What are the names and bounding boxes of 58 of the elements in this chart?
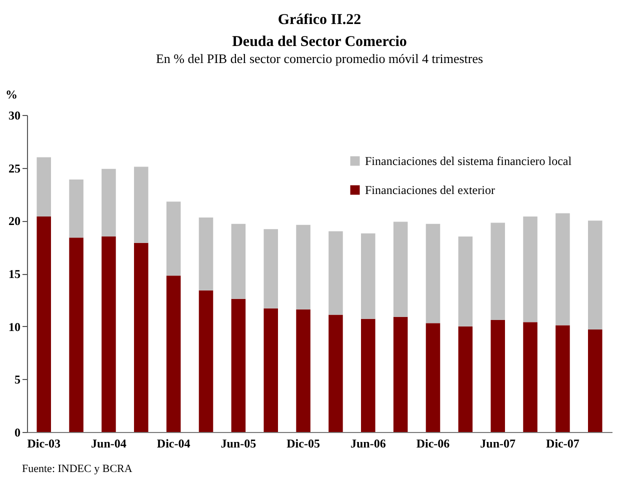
x-tick-label: Dic-03 [27, 436, 61, 450]
y-axis-title: % [6, 88, 18, 102]
legend-label: Financiaciones del sistema financiero local [365, 154, 572, 168]
x-tick-label: Dic-06 [416, 436, 450, 450]
source-note: Fuente: INDEC y BCRA [21, 463, 134, 475]
bar [134, 166, 148, 243]
y-tick-label: 20 [8, 214, 20, 228]
bar [523, 322, 538, 432]
bar [393, 222, 408, 317]
bar [426, 323, 440, 432]
x-tick-label: Jun-07 [480, 436, 516, 450]
bar [69, 179, 84, 238]
x-tick-label: Jun-05 [220, 436, 256, 450]
bar [490, 222, 505, 320]
bar [36, 157, 51, 216]
bar [458, 326, 473, 432]
bar [523, 216, 538, 322]
bar [588, 220, 602, 330]
bar [69, 238, 84, 432]
legend-label: Financiaciones del exterior [365, 183, 495, 197]
bar [231, 298, 246, 432]
bar [102, 168, 116, 237]
bar [556, 325, 570, 432]
y-tick-label: 15 [8, 267, 20, 281]
bar [166, 276, 181, 432]
bar [264, 308, 278, 432]
bar [166, 202, 181, 276]
x-tick-label: Jun-06 [350, 436, 386, 450]
bar [264, 229, 278, 308]
bar [361, 233, 376, 319]
bar [231, 224, 246, 299]
chart-title: Gráfico II.22 Deuda del Sector Comercio [232, 12, 407, 50]
bar [328, 231, 343, 315]
bar [198, 217, 214, 290]
bar [426, 224, 440, 324]
bar [296, 224, 310, 310]
x-tick-label: Jun-04 [91, 436, 126, 450]
bar [361, 318, 376, 432]
bar [556, 213, 570, 326]
x-tick-label: Dic-07 [546, 436, 580, 450]
bar [198, 290, 214, 432]
x-tick-label: Dic-04 [156, 436, 190, 450]
y-tick-label: 5 [14, 372, 20, 387]
y-tick-label: 25 [8, 161, 20, 176]
bar [36, 216, 51, 432]
chart-subtitle: En % del PIB del sector comercio promedio móvil 4 trimestres [156, 51, 484, 66]
bar [102, 236, 116, 432]
y-tick-label: 10 [8, 320, 20, 334]
bar [490, 320, 505, 432]
bar [328, 314, 343, 432]
y-tick-label: 30 [8, 108, 20, 122]
bar [393, 316, 408, 432]
y-tick-label: 0 [14, 426, 20, 440]
bar [588, 330, 602, 432]
bar [134, 242, 148, 432]
bar [458, 236, 473, 326]
bar [296, 309, 310, 432]
x-tick-label: Dic-05 [286, 436, 320, 450]
